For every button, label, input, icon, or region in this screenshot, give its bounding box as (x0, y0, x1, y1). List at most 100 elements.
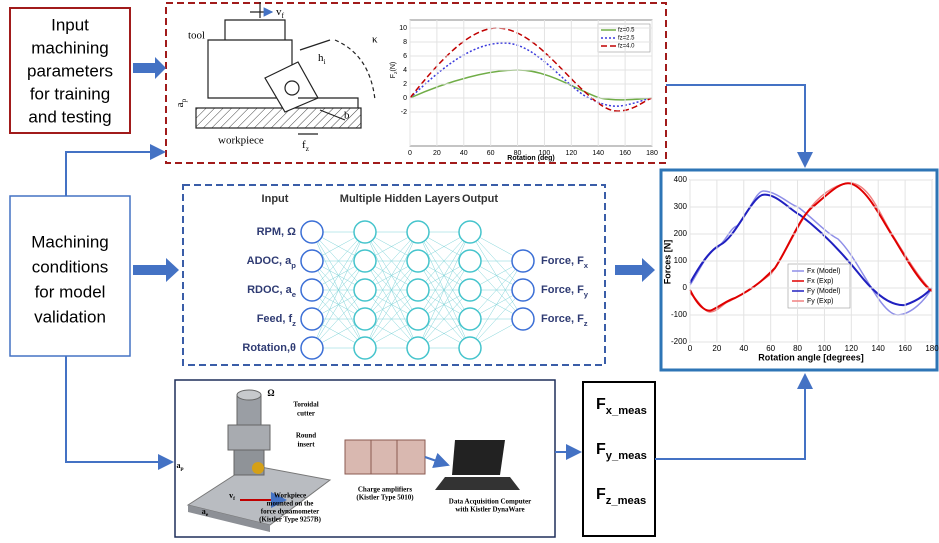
neuron (354, 337, 376, 359)
neuron (354, 279, 376, 301)
workpiece-label: mounted on the (267, 500, 314, 508)
input-label-main: ADOC, a (247, 255, 293, 267)
diagram: (() => { const data = JSON.parse(documen… (0, 0, 939, 543)
x-tick-label: 0 (408, 150, 412, 157)
neuron (407, 221, 429, 243)
insert-label: Round (296, 432, 316, 440)
legend-label: fz=2.5 (618, 36, 635, 42)
depth-label-sub: p (180, 466, 183, 472)
measured-force-sub: z_meas (606, 495, 646, 507)
feed-per-tooth-label-sub: z (306, 144, 310, 153)
computer-label: Data Acquisition Computer (449, 498, 531, 506)
y-tick-label: 200 (674, 229, 688, 238)
x-tick-label: 20 (433, 150, 441, 157)
measured-force-main: F (596, 396, 606, 413)
input-label-main: Rotation,θ (242, 342, 296, 354)
computer-label: with Kistler DynaWare (455, 506, 524, 514)
measured-force-sub: y_meas (606, 450, 647, 462)
input-label-sub: z (292, 319, 296, 328)
legend-label: Fy (Exp) (807, 298, 833, 305)
x-tick-label: 60 (487, 150, 495, 157)
neuron (301, 250, 323, 272)
x-tick-label: 140 (592, 150, 604, 157)
y-tick-label: -200 (671, 337, 688, 346)
y-tick-label: 8 (403, 39, 407, 46)
width-label: b (344, 110, 350, 122)
arrow (615, 258, 655, 282)
neuron (407, 279, 429, 301)
validation-box-text: conditions (32, 257, 109, 276)
output-label-main: Force, F (541, 255, 584, 267)
legend-label: Fx (Model) (807, 268, 840, 275)
neuron (459, 279, 481, 301)
neuron (407, 337, 429, 359)
arrow (133, 258, 179, 282)
output-label-sub: x (584, 261, 589, 270)
legend-label: fz=0.5 (618, 28, 635, 34)
neuron (459, 221, 481, 243)
neuron (354, 221, 376, 243)
y-axis-label-suffix: (N) (390, 62, 397, 72)
output-label-main: Force, F (541, 284, 584, 296)
input-label-sub: p (291, 261, 296, 270)
x-axis-label: Rotation (deg) (507, 155, 554, 162)
neuron (301, 337, 323, 359)
chip-label-sub: i (324, 57, 326, 66)
measured-force-main: F (596, 486, 606, 503)
neuron (512, 250, 534, 272)
depth-label-sub: p (179, 98, 188, 102)
input-box-text: parameters (27, 61, 113, 80)
legend-label: fz=4.0 (618, 44, 635, 50)
workpiece-label: (Kistler Type 9257B) (259, 516, 322, 524)
y-tick-label: 2 (403, 81, 407, 88)
y-tick-label: 400 (674, 175, 688, 184)
neuron (512, 308, 534, 330)
input-label-main: Feed, f (257, 313, 293, 325)
workpiece-label: Workpiece (274, 492, 306, 500)
neuron (301, 279, 323, 301)
y-tick-label: 4 (403, 67, 407, 74)
network-header: Input (262, 193, 289, 205)
y-tick-label: 6 (403, 53, 407, 60)
neuron (301, 221, 323, 243)
neuron (459, 337, 481, 359)
input-label: RPM, Ω (257, 226, 297, 238)
input-label-main: RPM, Ω (257, 226, 297, 238)
network-header: Output (462, 193, 498, 205)
x-tick-label: 160 (619, 150, 631, 157)
legend-label: Fy (Model) (807, 288, 840, 295)
network-box (183, 185, 605, 365)
network-header: Multiple Hidden Layers (340, 193, 460, 205)
angle-label: κ (372, 34, 378, 46)
y-tick-label: -100 (671, 310, 688, 319)
x-tick-label: 40 (460, 150, 468, 157)
arrow (133, 57, 166, 79)
output-label-sub: y (584, 290, 589, 299)
x-tick-label: 180 (925, 344, 939, 353)
insert-label: insert (297, 441, 315, 449)
x-tick-label: 180 (646, 150, 658, 157)
x-tick-label: 20 (712, 344, 721, 353)
y-tick-label: 10 (399, 25, 407, 32)
feed-label-sub: f (233, 496, 235, 502)
validation-box-text: validation (34, 307, 106, 326)
measured-force-sub: x_meas (606, 405, 647, 417)
input-label-main: RDOC, a (247, 284, 293, 296)
input-label-sub: e (292, 290, 297, 299)
measured-force-main: F (596, 441, 606, 458)
input-label: Rotation,θ (242, 342, 296, 354)
x-axis-label: Rotation angle [degrees] (758, 352, 864, 362)
validation-box-text: for model (35, 282, 106, 301)
x-tick-label: 40 (739, 344, 748, 353)
neuron (407, 250, 429, 272)
neuron (407, 308, 429, 330)
workpiece-label: force dynamometer (261, 508, 319, 516)
legend-label: Fx (Exp) (807, 278, 833, 285)
x-tick-label: 140 (872, 344, 886, 353)
spindle-label: Ω (267, 388, 274, 398)
x-tick-label: 160 (898, 344, 912, 353)
x-tick-label: 120 (565, 150, 577, 157)
neuron (459, 308, 481, 330)
output-label-sub: z (584, 319, 588, 328)
validation-box-text: Machining (31, 232, 109, 251)
